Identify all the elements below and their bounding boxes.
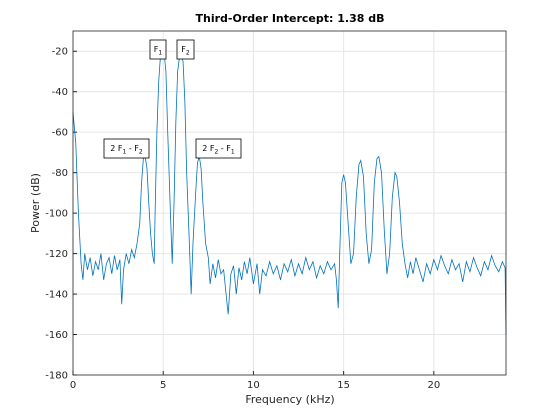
- chart-title: Third-Order Intercept: 1.38 dB: [196, 12, 385, 25]
- y-tick-label: -80: [52, 168, 68, 179]
- annotation-subscript: 1: [123, 149, 127, 156]
- y-tick-label: -140: [45, 290, 68, 301]
- x-tick-label: 5: [160, 380, 166, 391]
- annotation-subscript: 1: [158, 50, 162, 57]
- annotation: 2 F1 - F2: [110, 144, 143, 156]
- annotation-subscript: 2: [139, 149, 143, 156]
- annotation-text: 2 F: [110, 144, 123, 153]
- y-tick-label: -160: [45, 330, 68, 341]
- annotation: F1: [154, 45, 163, 57]
- annotation: F2: [181, 45, 190, 57]
- y-tick-label: -60: [52, 128, 68, 139]
- annotation-text: - F: [218, 144, 231, 153]
- annotation-subscript: 2: [215, 149, 219, 156]
- annotation-text: - F: [126, 144, 139, 153]
- y-tick-label: -20: [52, 47, 68, 58]
- annotation-box: [195, 138, 242, 159]
- x-tick-label: 20: [427, 380, 440, 391]
- annotation-box: [103, 138, 150, 159]
- annotation-text: F: [154, 45, 159, 54]
- annotation-box: [176, 39, 195, 60]
- annotation-subscript: 1: [231, 149, 235, 156]
- y-axis-label: Power (dB): [29, 173, 42, 233]
- axes-box: [72, 30, 507, 376]
- annotation: 2 F2 - F1: [202, 144, 235, 156]
- y-tick-label: -100: [45, 209, 68, 220]
- y-tick-label: -40: [52, 87, 68, 98]
- x-tick-label: 15: [337, 380, 350, 391]
- annotation-text: 2 F: [202, 144, 215, 153]
- plot-area: [73, 31, 506, 375]
- annotation-text: F: [181, 45, 186, 54]
- x-tick-label: 0: [70, 380, 76, 391]
- annotation-subscript: 2: [186, 50, 190, 57]
- spectrum-line: [72, 50, 507, 335]
- x-axis-label: Frequency (kHz): [245, 393, 334, 406]
- x-tick-label: 10: [247, 380, 260, 391]
- y-tick-label: -180: [45, 371, 68, 382]
- annotation-box: [149, 39, 167, 60]
- y-tick-label: -120: [45, 249, 68, 260]
